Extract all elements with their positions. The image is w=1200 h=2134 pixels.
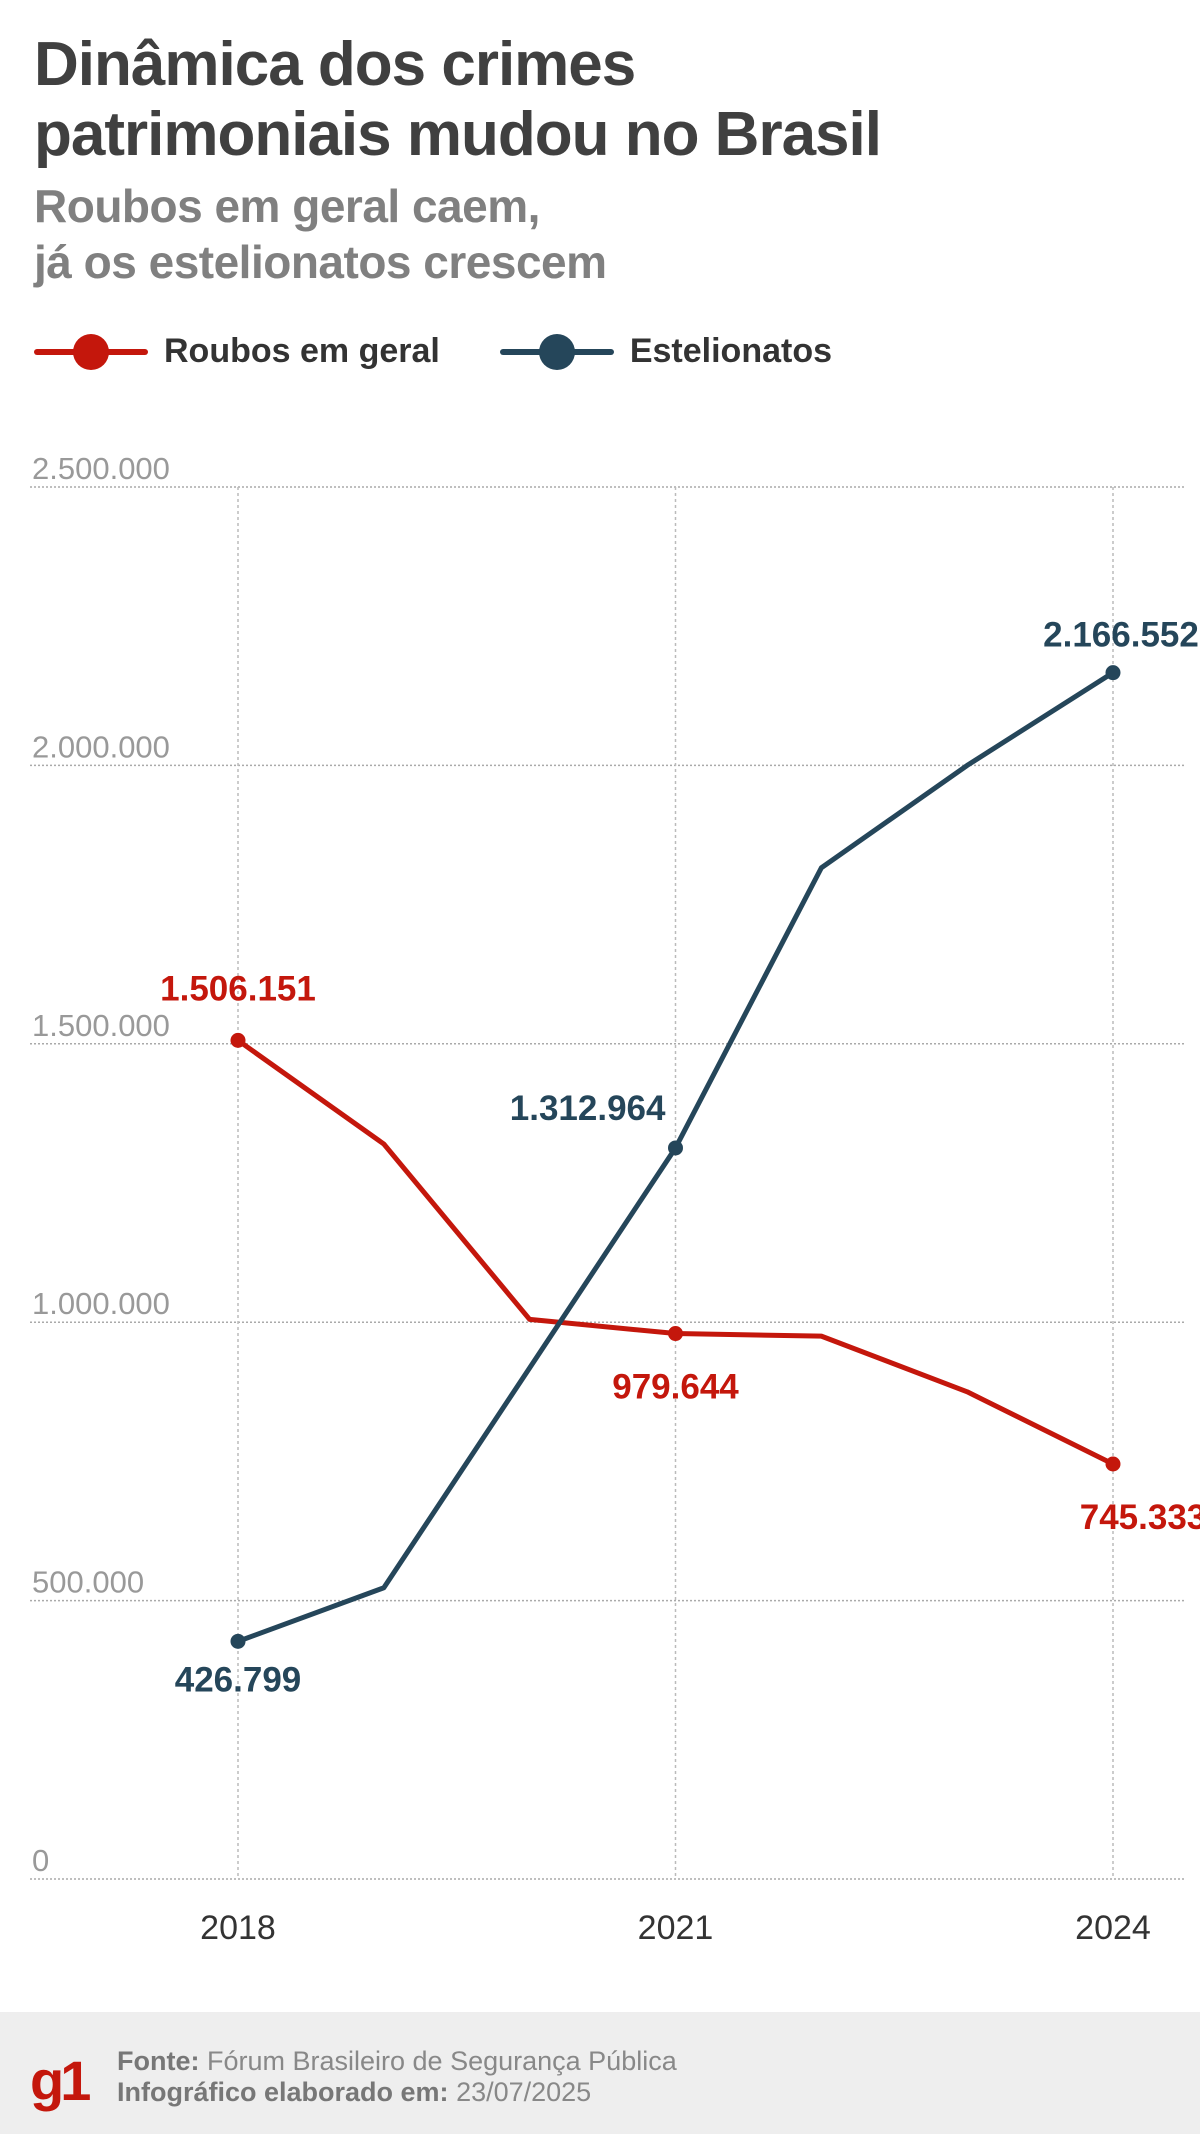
legend-label-roubos: Roubos em geral (164, 332, 440, 370)
subtitle-line-2: já os estelionatos crescem (34, 236, 607, 288)
legend-swatch-roubos (34, 333, 148, 370)
x-tick-label: 2024 (1075, 1909, 1151, 1947)
source-label: Fonte: (117, 2046, 200, 2076)
data-point (668, 1140, 683, 1156)
data-label: 426.799 (175, 1660, 302, 1699)
subtitle-line-1: Roubos em geral caem, (34, 180, 540, 232)
data-point (1105, 1456, 1121, 1472)
chart-subtitle: Roubos em geral caem, já os estelionatos … (34, 178, 607, 290)
legend-label-estelionatos: Estelionatos (629, 332, 833, 370)
y-tick-label: 2.500.000 (32, 451, 170, 486)
footer: g1 Fonte: Fórum Brasileiro de Segurança … (0, 2012, 1200, 2134)
legend-item-estelionatos: Estelionatos (499, 332, 833, 371)
title-line-1: Dinâmica dos crimes (34, 30, 636, 99)
data-label: 1.312.964 (510, 1089, 666, 1128)
y-tick-label: 2.000.000 (32, 729, 170, 764)
data-point (230, 1633, 246, 1649)
legend-swatch-estelionatos (499, 333, 614, 370)
data-point (1105, 665, 1121, 681)
y-tick-label: 1.500.000 (32, 1008, 170, 1043)
legend: Roubos em geral Estelionatos (34, 332, 832, 371)
data-point (668, 1326, 683, 1342)
data-label: 1.506.151 (160, 969, 316, 1008)
data-label: 2.166.552 (1043, 616, 1199, 655)
data-label: 979.644 (612, 1368, 739, 1407)
legend-item-roubos: Roubos em geral (34, 332, 440, 371)
g1-logo: g1 (30, 2049, 91, 2112)
x-tick-label: 2021 (638, 1909, 714, 1947)
date-label: Infográfico elaborado em: (117, 2077, 449, 2107)
chart-title: Dinâmica dos crimes patrimoniais mudou no… (34, 30, 882, 170)
y-tick-label: 500.000 (32, 1565, 144, 1600)
source-line: Fonte: Fórum Brasileiro de Segurança Púb… (117, 2046, 677, 2077)
source-value: Fórum Brasileiro de Segurança Pública (207, 2046, 677, 2076)
x-tick-label: 2018 (200, 1909, 276, 1947)
line-chart: 0 500.000 1.000.000 1.500.000 2.000.000 2.500… (30, 451, 1200, 1947)
data-point (230, 1032, 246, 1048)
footer-text: Fonte: Fórum Brasileiro de Segurança Púb… (117, 2046, 677, 2108)
date-line: Infográfico elaborado em: 23/07/2025 (117, 2077, 677, 2108)
y-tick-label: 1.000.000 (32, 1286, 170, 1321)
data-label: 745.333 (1080, 1498, 1200, 1537)
date-value: 23/07/2025 (456, 2077, 592, 2107)
title-line-2: patrimoniais mudou no Brasil (34, 100, 882, 169)
y-tick-label: 0 (32, 1843, 49, 1878)
